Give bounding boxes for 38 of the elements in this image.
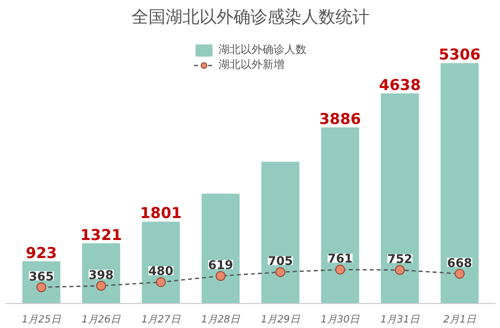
bar: [321, 127, 360, 304]
point: [394, 265, 405, 276]
point: [96, 280, 106, 291]
data-label: 4638: [379, 76, 421, 94]
x-tick-label: 1月30日: [320, 314, 361, 326]
bar: [440, 63, 479, 304]
x-tick-label: 1月28日: [201, 314, 242, 326]
point: [156, 277, 166, 288]
point: [216, 270, 226, 281]
data-label: 480: [148, 264, 174, 278]
bar: [202, 194, 240, 304]
data-label: 752: [387, 252, 412, 266]
data-label: 365: [28, 269, 54, 284]
data-label: 1801: [140, 204, 182, 222]
x-tick-label: 1月27日: [141, 314, 182, 326]
data-label: 3886: [319, 110, 362, 128]
x-tick-label: 1月31日: [380, 314, 420, 326]
x-tick-label: 2月1日: [443, 314, 478, 326]
x-tick-label: 1月26日: [82, 314, 122, 326]
point: [275, 267, 286, 278]
legend-label: 湖北以外确诊人数: [218, 42, 306, 57]
data-label: 705: [268, 254, 293, 268]
data-label: 619: [208, 258, 234, 272]
legend-label: 湖北以外新增: [218, 57, 284, 72]
chart-title: 全国湖北以外确诊感染人数统计: [132, 8, 370, 28]
bar: [142, 222, 180, 304]
x-tick-label: 1月29日: [260, 314, 301, 326]
data-label: 398: [88, 268, 114, 282]
data-label: 1321: [80, 226, 122, 244]
data-label: 5306: [438, 46, 481, 64]
data-label: 923: [26, 244, 58, 262]
bar: [261, 162, 300, 304]
point: [454, 268, 465, 279]
bar: [380, 93, 419, 304]
data-label: 668: [447, 256, 472, 270]
x-tick-label: 1月25日: [22, 314, 62, 326]
data-label: 761: [328, 252, 353, 266]
point: [335, 264, 346, 275]
